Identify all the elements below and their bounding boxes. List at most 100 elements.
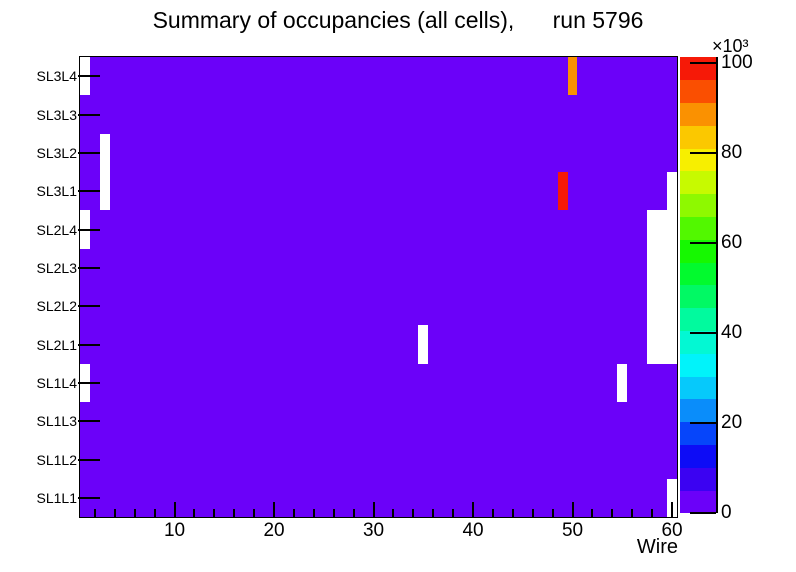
x-axis-title: Wire xyxy=(636,536,678,558)
x-minor-tick xyxy=(531,509,534,517)
y-tick xyxy=(78,458,100,461)
heatmap-cell-empty xyxy=(667,172,677,211)
palette-band xyxy=(680,330,716,354)
chart-title: Summary of occupancies (all cells), run … xyxy=(152,7,644,33)
y-tick xyxy=(78,113,100,116)
x-tick-label: 60 xyxy=(661,520,683,541)
color-scale-bar xyxy=(680,57,718,514)
palette-band xyxy=(680,239,716,263)
palette-band xyxy=(680,171,716,195)
palette-band xyxy=(680,444,716,468)
palette-tick xyxy=(690,152,716,155)
x-tick-label: 10 xyxy=(163,520,186,541)
x-major-tick xyxy=(372,502,375,517)
palette-band xyxy=(680,490,716,514)
y-tick xyxy=(78,381,100,384)
x-minor-tick xyxy=(193,509,196,517)
x-minor-tick xyxy=(352,509,355,517)
x-major-tick xyxy=(671,502,674,517)
palette-tick-label: 0 xyxy=(721,502,732,523)
x-minor-tick xyxy=(332,509,335,517)
heatmap-cell-empty xyxy=(647,248,677,287)
y-category-label: SL2L4 xyxy=(36,221,77,238)
x-minor-tick xyxy=(233,509,236,517)
palette-tick xyxy=(690,242,716,245)
palette-band xyxy=(680,421,716,446)
x-minor-tick xyxy=(312,509,315,517)
y-tick xyxy=(78,151,100,154)
heatmap-cell-empty xyxy=(418,325,429,364)
y-category-label: SL2L1 xyxy=(36,336,77,353)
x-minor-tick xyxy=(432,509,435,517)
x-minor-tick xyxy=(292,509,295,517)
y-category-label: SL3L4 xyxy=(36,68,77,85)
x-minor-tick xyxy=(491,509,494,517)
z-scale-exponent-label: ×10³ xyxy=(712,36,749,56)
palette-band xyxy=(680,102,716,126)
palette-band xyxy=(680,193,716,218)
x-minor-tick xyxy=(93,509,96,517)
palette-band xyxy=(680,353,716,377)
y-tick xyxy=(78,420,100,423)
x-minor-tick xyxy=(591,509,594,517)
palette-band xyxy=(680,376,716,400)
y-tick xyxy=(78,305,100,308)
heatmap-cell-empty xyxy=(647,287,677,326)
y-category-label: SL1L4 xyxy=(36,374,77,391)
x-major-tick xyxy=(273,502,276,517)
x-minor-tick xyxy=(511,509,514,517)
x-minor-tick xyxy=(651,509,654,517)
x-minor-tick xyxy=(113,509,116,517)
x-tick-label: 40 xyxy=(462,520,484,541)
x-minor-tick xyxy=(253,509,256,517)
plot-frame xyxy=(79,56,678,518)
palette-tick-label: 20 xyxy=(721,412,743,434)
palette-band xyxy=(680,57,716,81)
y-tick xyxy=(78,190,100,193)
x-minor-tick xyxy=(611,509,614,517)
heatmap-cell-empty xyxy=(647,325,677,364)
y-category-label: SL2L2 xyxy=(36,298,77,315)
x-minor-tick xyxy=(213,509,216,517)
y-category-label: SL3L3 xyxy=(36,106,77,123)
y-category-label: SL3L2 xyxy=(36,144,77,161)
palette-band xyxy=(680,399,716,423)
x-tick-label: 30 xyxy=(362,520,385,541)
x-minor-tick xyxy=(133,509,136,517)
y-category-label: SL3L1 xyxy=(36,183,77,200)
x-tick-label: 20 xyxy=(263,520,285,541)
palette-band xyxy=(680,125,716,149)
palette-tick xyxy=(690,332,716,335)
palette-tick-label: 100 xyxy=(721,52,753,74)
palette-tick-label: 60 xyxy=(721,232,743,254)
y-category-label: SL1L3 xyxy=(36,413,77,430)
x-minor-tick xyxy=(392,509,395,517)
y-tick xyxy=(78,75,100,78)
x-minor-tick xyxy=(631,509,634,517)
y-tick xyxy=(78,266,100,269)
x-minor-tick xyxy=(412,509,415,517)
x-minor-tick xyxy=(551,509,554,517)
palette-band xyxy=(680,216,716,240)
palette-band xyxy=(680,467,716,491)
y-category-label: SL1L2 xyxy=(36,451,77,468)
palette-tick xyxy=(690,422,716,425)
palette-tick xyxy=(690,62,716,65)
x-major-tick xyxy=(173,502,176,517)
y-category-label: SL1L1 xyxy=(36,489,77,506)
palette-tick-label: 40 xyxy=(721,322,743,344)
heatmap-background xyxy=(80,57,677,517)
palette-tick xyxy=(690,512,716,514)
palette-band xyxy=(680,285,716,309)
heatmap-cell-empty xyxy=(99,133,110,172)
heatmap-cell-hot xyxy=(567,57,578,96)
y-tick xyxy=(78,343,100,346)
palette-band xyxy=(680,262,716,286)
palette-tick-label: 80 xyxy=(721,142,743,164)
heatmap-cell-hot xyxy=(557,172,568,211)
x-major-tick xyxy=(472,502,475,517)
x-minor-tick xyxy=(153,509,156,517)
palette-band xyxy=(680,307,716,332)
x-minor-tick xyxy=(452,509,455,517)
